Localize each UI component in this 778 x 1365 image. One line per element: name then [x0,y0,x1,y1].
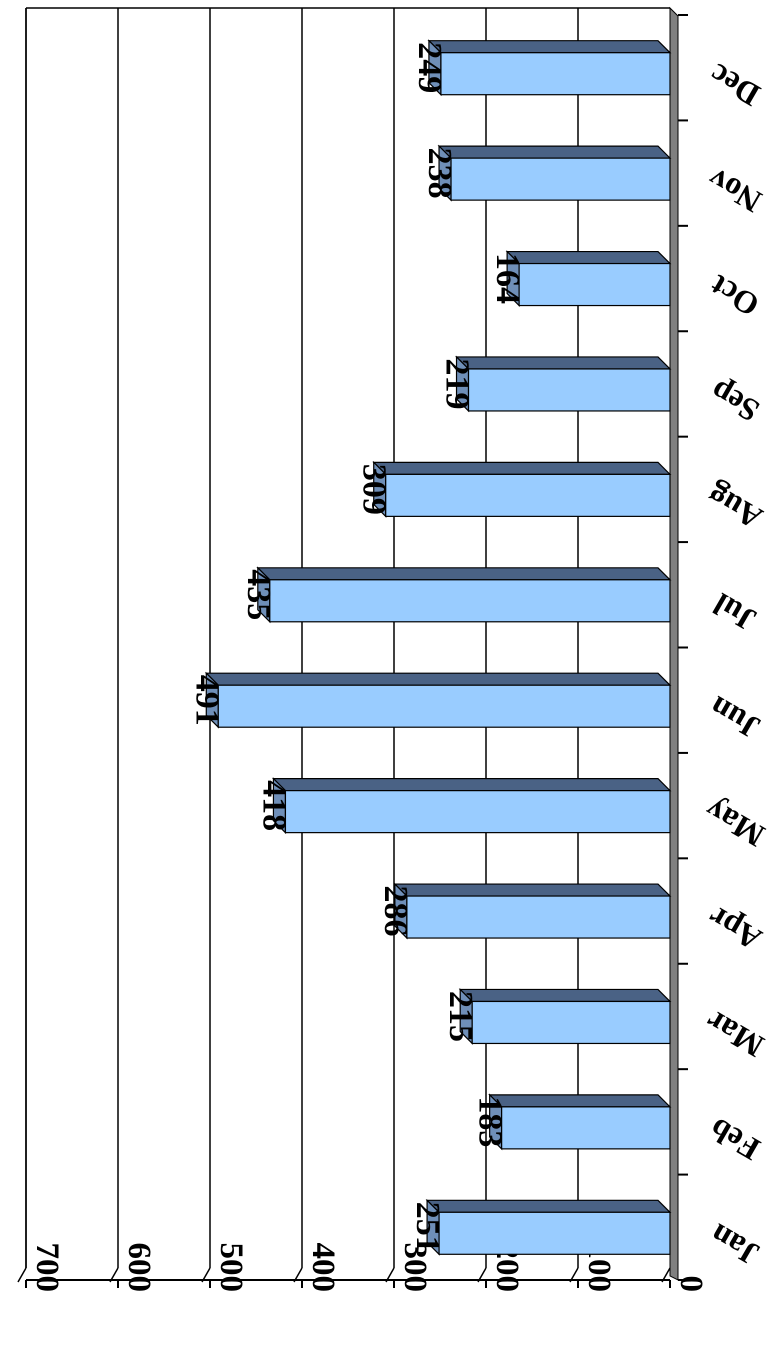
data-label-apr: 286 [377,886,414,937]
category-label-jun: Jun [703,689,766,746]
bar-nov [450,157,671,201]
category-label-apr: Apr [702,899,768,958]
category-label-feb: Feb [703,1111,766,1168]
bar-top-mar [458,988,672,1003]
bar-top-jan [425,1199,672,1213]
category-label-dec: Dec [703,57,766,114]
category-label-mar: Mar [699,1003,769,1064]
bar-top-may [271,778,672,792]
bar-apr [406,895,671,939]
data-label-jul: 435 [240,569,277,620]
bar-dec [440,52,671,96]
data-label-dec: 249 [411,42,448,93]
data-label-jun: 491 [188,675,225,726]
bar-top-nov [437,145,672,159]
category-label-nov: Nov [702,161,768,220]
data-label-sep: 219 [439,358,476,409]
data-label-oct: 164 [489,253,526,304]
bar-top-apr [393,883,672,897]
category-label-jan: Jan [704,1217,765,1273]
bar-top-jul [256,567,672,581]
bar-may [284,790,671,834]
category-label-may: May [699,792,771,854]
bar-top-sep [455,356,672,370]
value-tick-label: 500 [213,1243,249,1293]
data-label-nov: 238 [421,148,458,199]
bar-top-jun [204,672,672,686]
value-tick-label: 0 [673,1276,709,1293]
category-label-oct: Oct [704,268,765,324]
bar-jan [438,1211,671,1255]
value-tick-label: 700 [29,1243,65,1293]
value-tick-label: 300 [397,1243,433,1293]
data-label-jan: 251 [409,1202,446,1253]
category-label-sep: Sep [704,373,765,429]
bar-top-feb [488,1094,672,1108]
category-label-jul: Jul [707,586,762,639]
data-label-aug: 309 [356,464,393,515]
value-tick-label: 400 [305,1243,341,1293]
category-label-aug: Aug [701,477,768,537]
bar-jun [217,684,671,728]
bar-mar [471,1000,671,1045]
bar-aug [385,473,671,517]
bar-sep [467,368,671,412]
gridline-floor [17,1267,27,1283]
value-tick-label: 600 [121,1243,157,1293]
bar-oct [518,262,671,307]
bar-jul [269,579,671,623]
data-label-mar: 215 [442,991,479,1042]
data-label-may: 418 [255,780,292,831]
bar-top-dec [427,40,672,54]
chart-floor [669,6,679,1281]
bar-feb [501,1106,671,1150]
bar-top-oct [505,250,672,265]
data-label-feb: 183 [472,1096,509,1147]
bar-top-aug [372,461,672,475]
